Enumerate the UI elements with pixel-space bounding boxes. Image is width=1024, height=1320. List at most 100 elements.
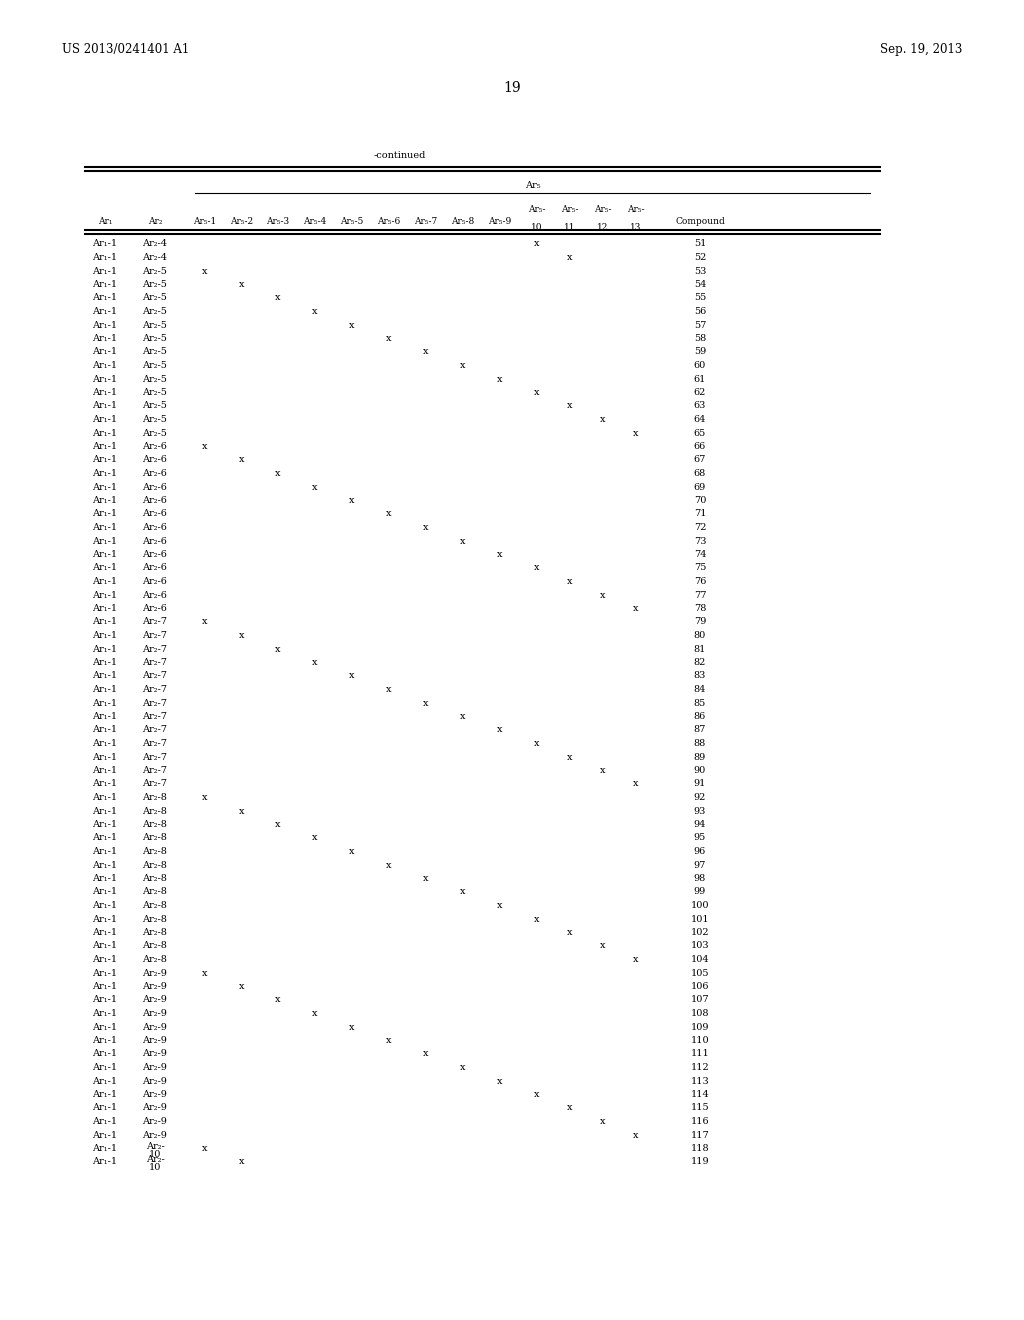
Text: x: x xyxy=(535,564,540,573)
Text: Ar₅-: Ar₅- xyxy=(528,206,546,214)
Text: 72: 72 xyxy=(693,523,707,532)
Text: x: x xyxy=(386,334,392,343)
Text: Ar₁-1: Ar₁-1 xyxy=(92,267,118,276)
Text: Ar₂-6: Ar₂-6 xyxy=(142,483,168,491)
Text: x: x xyxy=(386,1036,392,1045)
Text: 10: 10 xyxy=(148,1163,161,1172)
Text: Ar₂-9: Ar₂-9 xyxy=(142,1008,168,1018)
Text: x: x xyxy=(275,995,281,1005)
Text: 104: 104 xyxy=(690,954,710,964)
Text: x: x xyxy=(240,455,245,465)
Text: 111: 111 xyxy=(690,1049,710,1059)
Text: Sep. 19, 2013: Sep. 19, 2013 xyxy=(880,44,962,57)
Text: Ar₁-1: Ar₁-1 xyxy=(92,1090,118,1100)
Text: 87: 87 xyxy=(694,726,707,734)
Text: Ar₁-1: Ar₁-1 xyxy=(92,429,118,437)
Text: x: x xyxy=(600,766,606,775)
Text: x: x xyxy=(312,483,317,491)
Text: 59: 59 xyxy=(694,347,707,356)
Text: x: x xyxy=(423,1049,429,1059)
Text: Ar₁-1: Ar₁-1 xyxy=(92,887,118,896)
Text: Ar₂-9: Ar₂-9 xyxy=(142,1036,168,1045)
Text: 94: 94 xyxy=(694,820,707,829)
Text: Ar₁-1: Ar₁-1 xyxy=(92,874,118,883)
Text: x: x xyxy=(423,523,429,532)
Text: 89: 89 xyxy=(694,752,707,762)
Text: x: x xyxy=(535,239,540,248)
Text: x: x xyxy=(460,887,466,896)
Text: 103: 103 xyxy=(690,941,710,950)
Text: x: x xyxy=(240,631,245,640)
Text: Ar₂-5: Ar₂-5 xyxy=(142,375,168,384)
Text: Ar₂-6: Ar₂-6 xyxy=(142,536,168,545)
Text: 61: 61 xyxy=(694,375,707,384)
Text: Ar₁-1: Ar₁-1 xyxy=(92,711,118,721)
Text: x: x xyxy=(275,293,281,302)
Text: 64: 64 xyxy=(694,414,707,424)
Text: x: x xyxy=(460,536,466,545)
Text: 107: 107 xyxy=(690,995,710,1005)
Text: x: x xyxy=(349,321,354,330)
Text: 51: 51 xyxy=(694,239,707,248)
Text: 79: 79 xyxy=(694,618,707,627)
Text: Ar₁-1: Ar₁-1 xyxy=(92,631,118,640)
Text: x: x xyxy=(275,469,281,478)
Text: Ar₂-: Ar₂- xyxy=(145,1142,165,1151)
Text: Ar₁-1: Ar₁-1 xyxy=(92,726,118,734)
Text: Ar₁-1: Ar₁-1 xyxy=(92,618,118,627)
Text: x: x xyxy=(203,267,208,276)
Text: Ar₂-5: Ar₂-5 xyxy=(142,360,168,370)
Text: x: x xyxy=(600,1117,606,1126)
Text: 93: 93 xyxy=(694,807,707,816)
Text: x: x xyxy=(460,1063,466,1072)
Text: 69: 69 xyxy=(694,483,707,491)
Text: Ar₂-6: Ar₂-6 xyxy=(142,590,168,599)
Text: 63: 63 xyxy=(694,401,707,411)
Text: 54: 54 xyxy=(694,280,707,289)
Text: 74: 74 xyxy=(693,550,707,558)
Text: Ar₁-1: Ar₁-1 xyxy=(92,685,118,694)
Text: x: x xyxy=(600,941,606,950)
Text: 101: 101 xyxy=(690,915,710,924)
Text: Ar₁-1: Ar₁-1 xyxy=(92,644,118,653)
Text: Ar₂-6: Ar₂-6 xyxy=(142,605,168,612)
Text: Ar₅-9: Ar₅-9 xyxy=(488,218,512,227)
Text: Ar₂-8: Ar₂-8 xyxy=(142,847,168,855)
Text: Ar₂-4: Ar₂-4 xyxy=(142,253,168,261)
Text: x: x xyxy=(423,698,429,708)
Text: x: x xyxy=(386,685,392,694)
Text: Ar₁-1: Ar₁-1 xyxy=(92,375,118,384)
Text: Ar₅-: Ar₅- xyxy=(594,206,611,214)
Text: Ar₂-6: Ar₂-6 xyxy=(142,442,168,451)
Text: 112: 112 xyxy=(690,1063,710,1072)
Text: Ar₁-1: Ar₁-1 xyxy=(92,308,118,315)
Text: Ar₂-8: Ar₂-8 xyxy=(142,941,168,950)
Text: x: x xyxy=(535,388,540,397)
Text: Ar₂-8: Ar₂-8 xyxy=(142,915,168,924)
Text: x: x xyxy=(203,793,208,803)
Text: x: x xyxy=(600,414,606,424)
Text: Ar₁-1: Ar₁-1 xyxy=(92,1104,118,1113)
Text: Ar₁-1: Ar₁-1 xyxy=(92,334,118,343)
Text: 76: 76 xyxy=(694,577,707,586)
Text: 116: 116 xyxy=(690,1117,710,1126)
Text: 75: 75 xyxy=(694,564,707,573)
Text: 13: 13 xyxy=(631,223,642,231)
Text: x: x xyxy=(567,253,572,261)
Text: 108: 108 xyxy=(691,1008,710,1018)
Text: x: x xyxy=(240,1158,245,1167)
Text: 115: 115 xyxy=(690,1104,710,1113)
Text: 82: 82 xyxy=(694,657,707,667)
Text: Ar₁-1: Ar₁-1 xyxy=(92,388,118,397)
Text: Ar₂-5: Ar₂-5 xyxy=(142,401,168,411)
Text: 78: 78 xyxy=(694,605,707,612)
Text: x: x xyxy=(386,861,392,870)
Text: 105: 105 xyxy=(691,969,710,978)
Text: Ar₂-9: Ar₂-9 xyxy=(142,1023,168,1031)
Text: Ar₁-1: Ar₁-1 xyxy=(92,1049,118,1059)
Text: Ar₁-1: Ar₁-1 xyxy=(92,793,118,803)
Text: Ar₂-6: Ar₂-6 xyxy=(142,550,168,558)
Text: 97: 97 xyxy=(694,861,707,870)
Text: 57: 57 xyxy=(694,321,707,330)
Text: Ar₂-8: Ar₂-8 xyxy=(142,861,168,870)
